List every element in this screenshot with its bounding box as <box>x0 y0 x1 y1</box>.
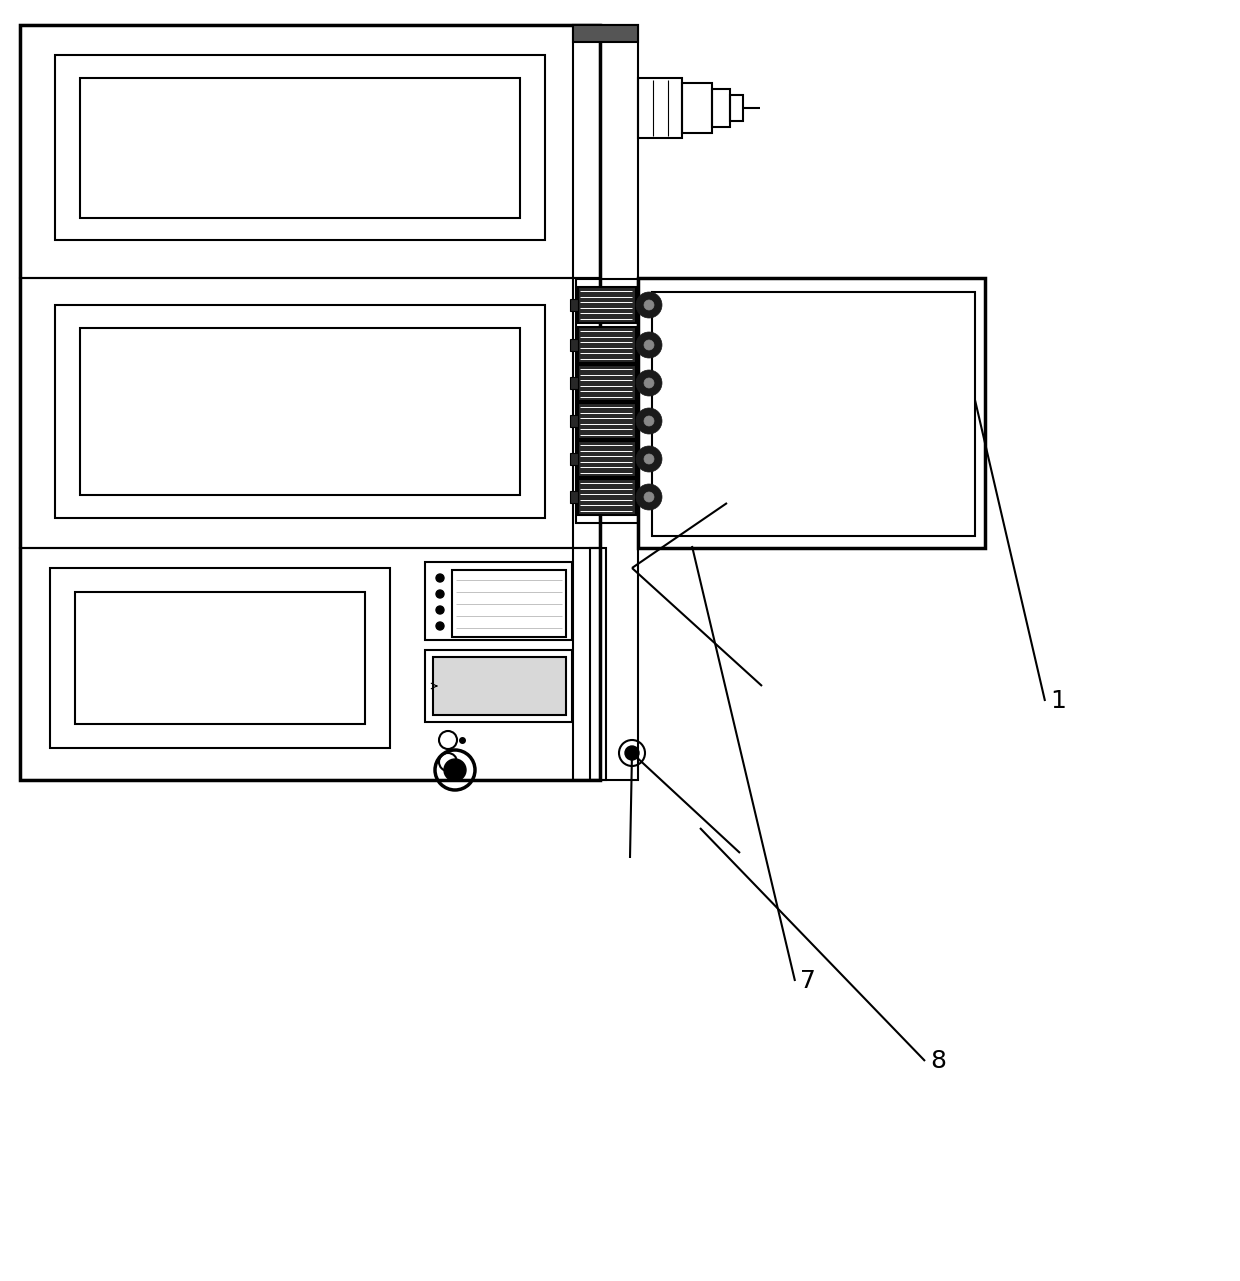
Circle shape <box>636 332 662 357</box>
Bar <box>20 278 600 548</box>
Bar <box>55 305 546 518</box>
Circle shape <box>636 409 662 434</box>
Circle shape <box>636 446 662 471</box>
Bar <box>50 567 391 748</box>
Circle shape <box>636 370 662 396</box>
Bar <box>639 278 985 548</box>
Circle shape <box>644 300 653 310</box>
Circle shape <box>436 574 444 582</box>
Bar <box>570 377 578 389</box>
Bar <box>74 592 365 724</box>
Circle shape <box>436 591 444 598</box>
Circle shape <box>444 760 466 781</box>
Bar <box>573 26 639 780</box>
Circle shape <box>644 453 653 464</box>
Bar <box>682 83 712 133</box>
Bar <box>81 328 520 494</box>
Text: 7: 7 <box>800 968 816 993</box>
Bar <box>425 562 572 640</box>
Bar <box>578 404 636 439</box>
Bar <box>712 88 730 127</box>
Text: 8: 8 <box>930 1049 946 1073</box>
Bar <box>20 26 600 278</box>
Bar <box>425 649 572 722</box>
Circle shape <box>644 339 653 350</box>
Bar <box>730 95 743 120</box>
Bar <box>590 548 606 780</box>
Circle shape <box>636 484 662 510</box>
Bar <box>578 441 636 477</box>
Bar <box>81 78 520 218</box>
Bar <box>20 26 600 780</box>
Bar <box>573 26 639 42</box>
Circle shape <box>644 378 653 388</box>
Circle shape <box>644 492 653 502</box>
Bar <box>570 453 578 465</box>
Bar <box>577 279 639 523</box>
Bar <box>570 491 578 503</box>
Bar <box>578 327 636 363</box>
Bar <box>433 657 565 715</box>
Circle shape <box>644 416 653 427</box>
Circle shape <box>436 606 444 614</box>
Bar <box>20 548 600 780</box>
Bar <box>578 287 636 323</box>
Bar <box>639 78 682 138</box>
Bar <box>578 479 636 515</box>
Bar <box>570 415 578 427</box>
Bar <box>570 339 578 351</box>
Bar <box>570 298 578 311</box>
Bar <box>55 55 546 240</box>
Bar <box>578 365 636 401</box>
Circle shape <box>625 746 639 760</box>
Circle shape <box>636 292 662 318</box>
Text: 1: 1 <box>1050 689 1066 714</box>
Bar <box>453 570 565 637</box>
Bar <box>652 292 975 535</box>
Circle shape <box>436 623 444 630</box>
